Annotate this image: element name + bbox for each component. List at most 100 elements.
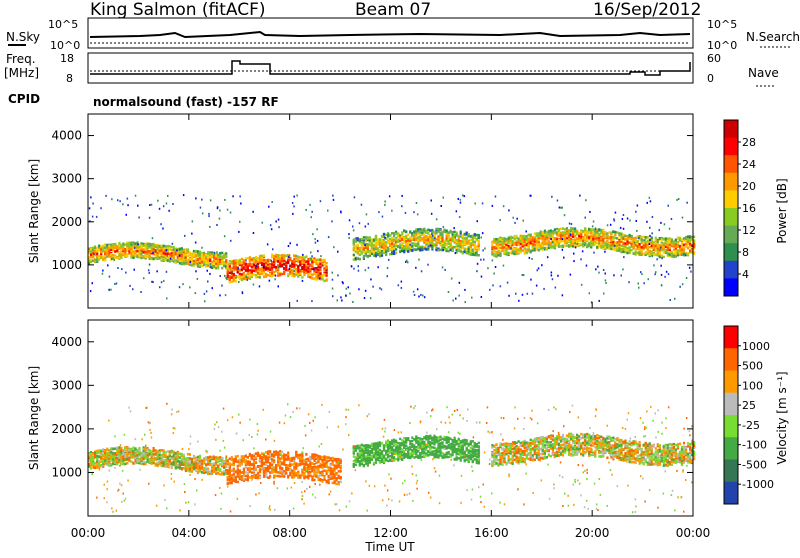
power-cell <box>377 243 379 246</box>
power-cell <box>646 221 648 223</box>
power-cell <box>111 258 113 260</box>
power-cell <box>140 256 142 259</box>
power-cell <box>620 236 622 239</box>
power-cell <box>538 245 540 248</box>
power-cell <box>368 223 370 225</box>
power-cell <box>157 252 159 255</box>
power-cell <box>187 261 189 264</box>
power-colorbar-segment <box>724 190 738 208</box>
power-cell <box>353 268 355 270</box>
velocity-cell <box>138 447 140 450</box>
power-cell <box>524 252 526 255</box>
velocity-cell <box>114 453 116 456</box>
power-cell <box>191 254 193 257</box>
power-cell <box>389 253 391 256</box>
power-cell <box>492 259 494 261</box>
power-cell <box>140 291 142 293</box>
velocity-cell <box>106 456 108 459</box>
velocity-cell <box>98 460 100 463</box>
velocity-cell <box>136 450 138 453</box>
power-cell <box>108 249 110 252</box>
power-cell <box>641 248 643 251</box>
power-cell <box>542 238 544 241</box>
power-cell <box>108 255 110 258</box>
power-cell <box>508 295 510 297</box>
velocity-cell <box>94 467 96 470</box>
power-cell <box>678 198 680 200</box>
power-cell <box>472 249 474 252</box>
power-cell <box>295 255 297 257</box>
power-cell <box>493 241 495 244</box>
power-cell <box>462 240 464 243</box>
power-cell <box>168 210 170 212</box>
velocity-cell <box>136 454 138 457</box>
power-cell <box>582 250 584 252</box>
power-cell <box>675 243 677 246</box>
power-cell <box>128 242 130 245</box>
power-cell <box>477 263 479 265</box>
power-cell <box>413 244 415 247</box>
power-cell <box>418 259 420 261</box>
power-colorbar-segment <box>724 226 738 244</box>
power-cell <box>315 278 317 281</box>
power-cell <box>175 259 177 262</box>
power-cell <box>638 283 640 285</box>
power-cell <box>293 261 295 264</box>
power-cell <box>391 237 393 240</box>
power-cell <box>425 235 427 238</box>
power-cell <box>482 202 484 204</box>
power-cell <box>107 264 109 266</box>
power-cell <box>398 284 400 286</box>
power-cell <box>361 238 363 241</box>
power-cell <box>193 263 195 266</box>
velocity-cell <box>122 449 124 452</box>
power-cell <box>592 242 594 245</box>
power-cell <box>612 242 614 245</box>
velocity-cell <box>90 467 92 470</box>
power-cell <box>149 264 151 266</box>
power-cell <box>460 246 462 249</box>
power-cell <box>157 246 159 249</box>
power-cell <box>641 252 643 255</box>
power-cell <box>161 249 163 252</box>
power-cell <box>554 228 556 231</box>
power-cell <box>464 243 466 246</box>
power-cell <box>305 272 307 275</box>
power-cell <box>656 258 658 260</box>
power-cell <box>495 196 497 198</box>
power-cell <box>92 203 94 205</box>
velocity-cell <box>90 451 92 454</box>
power-cell <box>507 282 509 284</box>
power-cell <box>415 234 417 237</box>
power-cell <box>419 228 421 231</box>
power-cell <box>568 239 570 242</box>
power-cell <box>208 213 210 215</box>
power-cell <box>558 245 560 248</box>
power-cell <box>492 284 494 286</box>
power-cell <box>379 287 381 289</box>
power-cell <box>126 244 128 247</box>
power-cell <box>352 301 354 303</box>
power-cell <box>156 270 158 272</box>
power-cell <box>375 241 377 244</box>
power-cell <box>285 265 287 268</box>
power-cell <box>423 230 425 233</box>
power-cell <box>147 243 149 246</box>
power-cell <box>435 246 437 249</box>
power-cell <box>333 199 335 201</box>
power-cell <box>104 255 106 257</box>
power-cell <box>578 232 580 235</box>
power-cell <box>195 250 197 253</box>
power-cell <box>153 248 155 251</box>
power-cell <box>385 246 387 249</box>
power-cell <box>606 236 608 239</box>
power-cell <box>317 269 319 272</box>
power-cell <box>405 235 407 238</box>
power-cell <box>369 250 371 253</box>
power-cell <box>452 300 454 302</box>
power-cell <box>429 229 431 232</box>
power-cell <box>570 230 572 233</box>
power-cell <box>332 279 334 281</box>
power-cell <box>257 266 259 269</box>
